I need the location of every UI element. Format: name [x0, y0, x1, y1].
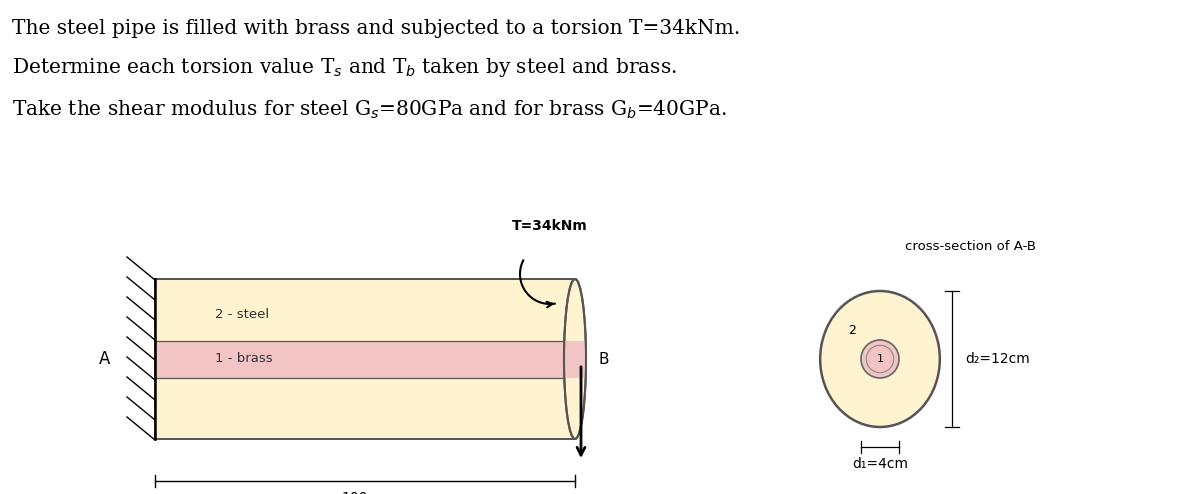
- Text: 100cm: 100cm: [341, 491, 389, 494]
- Text: B: B: [598, 352, 608, 367]
- Text: T=34kNm: T=34kNm: [512, 219, 588, 233]
- Text: Take the shear modulus for steel G$_s$=80GPa and for brass G$_b$=40GPa.: Take the shear modulus for steel G$_s$=8…: [12, 99, 727, 122]
- Bar: [155, 340, 575, 377]
- Text: cross-section of A-B: cross-section of A-B: [905, 240, 1036, 253]
- Text: d₁=4cm: d₁=4cm: [852, 457, 908, 471]
- Text: 2 - steel: 2 - steel: [215, 307, 269, 321]
- Text: Determine each torsion value T$_s$ and T$_b$ taken by steel and brass.: Determine each torsion value T$_s$ and T…: [12, 56, 677, 79]
- Ellipse shape: [564, 279, 586, 439]
- Text: 1: 1: [876, 354, 883, 364]
- Bar: [155, 279, 575, 439]
- Bar: [564, 340, 586, 377]
- Ellipse shape: [820, 291, 940, 427]
- Text: d₂=12cm: d₂=12cm: [965, 352, 1030, 366]
- Text: 2: 2: [848, 325, 856, 337]
- Text: A: A: [100, 350, 110, 368]
- Circle shape: [862, 340, 899, 378]
- Text: 1 - brass: 1 - brass: [215, 353, 272, 366]
- Circle shape: [866, 345, 894, 372]
- Text: The steel pipe is filled with brass and subjected to a torsion T=34kNm.: The steel pipe is filled with brass and …: [12, 19, 740, 38]
